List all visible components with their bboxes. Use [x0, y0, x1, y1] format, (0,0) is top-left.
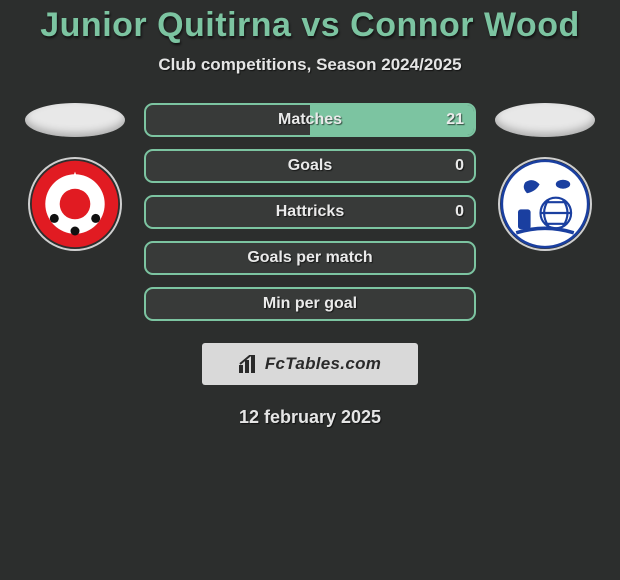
stat-row: Min per goal — [144, 287, 476, 321]
stat-row: Matches21 — [144, 103, 476, 137]
stat-value-right: 21 — [446, 105, 464, 135]
stat-row: Hattricks0 — [144, 195, 476, 229]
bars-icon — [239, 355, 259, 373]
stat-value-right: 0 — [455, 151, 464, 181]
left-player-flag — [25, 103, 125, 137]
stat-row: Goals0 — [144, 149, 476, 183]
stat-row: Goals per match — [144, 241, 476, 275]
stat-label: Min per goal — [146, 295, 474, 313]
date-label: 12 february 2025 — [0, 407, 620, 428]
brand-badge: FcTables.com — [202, 343, 418, 385]
brand-text: FcTables.com — [265, 354, 381, 374]
subtitle: Club competitions, Season 2024/2025 — [0, 55, 620, 75]
stat-label: Hattricks — [146, 203, 474, 221]
tranmere-crest-icon — [500, 159, 590, 249]
stat-label: Goals per match — [146, 249, 474, 267]
right-player-flag — [495, 103, 595, 137]
fleetwood-crest-icon — [30, 159, 120, 249]
right-player-column — [490, 103, 600, 251]
left-club-crest — [28, 157, 122, 251]
left-player-column — [20, 103, 130, 251]
right-club-crest — [498, 157, 592, 251]
stat-value-right: 0 — [455, 197, 464, 227]
page-title: Junior Quitirna vs Connor Wood — [0, 6, 620, 45]
stat-label: Goals — [146, 157, 474, 175]
stat-rows: Matches21Goals0Hattricks0Goals per match… — [130, 103, 490, 333]
comparison-panel: Matches21Goals0Hattricks0Goals per match… — [0, 103, 620, 333]
